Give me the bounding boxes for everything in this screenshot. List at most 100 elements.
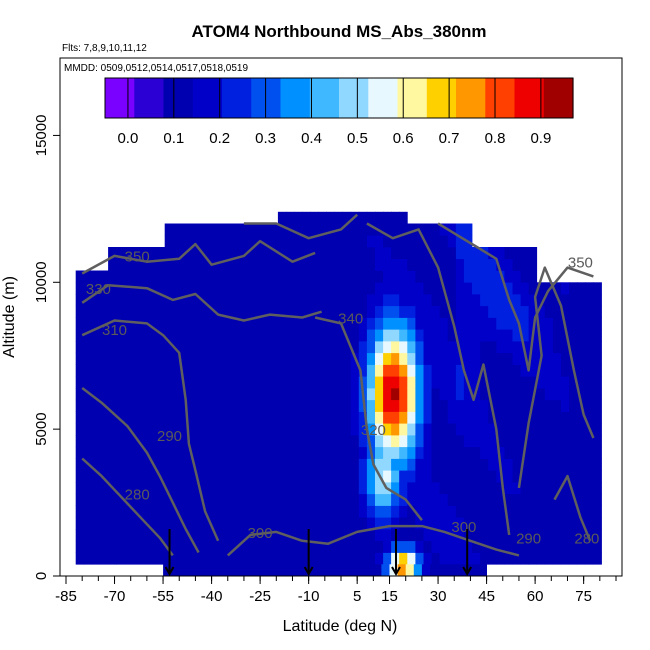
heatmap-cell xyxy=(552,470,562,483)
heatmap-cell xyxy=(326,294,335,307)
heatmap-cell xyxy=(172,376,182,389)
heatmap-cell xyxy=(156,529,166,542)
heatmap-cell xyxy=(221,317,230,330)
heatmap-cell xyxy=(332,564,342,576)
heatmap-cell xyxy=(375,552,384,565)
heatmap-cell xyxy=(286,258,295,271)
heatmap-cell xyxy=(552,364,562,377)
heatmap-cell xyxy=(334,341,343,354)
heatmap-cell xyxy=(439,223,449,236)
heatmap-cell xyxy=(124,446,133,459)
heatmap-cell xyxy=(561,482,570,495)
heatmap-cell xyxy=(294,529,303,542)
heatmap-cell xyxy=(91,341,101,354)
heatmap-cell xyxy=(253,423,263,436)
x-tick-label: 15 xyxy=(381,588,398,605)
heatmap-cell xyxy=(585,552,594,565)
heatmap-cell xyxy=(366,235,376,248)
heatmap-cell xyxy=(294,540,303,553)
heatmap-cell xyxy=(148,446,157,459)
heatmap-cell xyxy=(277,388,287,401)
heatmap-cell xyxy=(488,376,497,389)
heatmap-cell xyxy=(512,388,521,401)
heatmap-cell xyxy=(569,341,578,354)
heatmap-cell xyxy=(366,247,376,260)
heatmap-cell xyxy=(375,446,384,459)
heatmap-cell xyxy=(407,517,416,530)
heatmap-cell xyxy=(472,529,481,542)
heatmap-cell xyxy=(334,329,343,342)
heatmap-cell xyxy=(391,482,400,495)
heatmap-cell xyxy=(342,517,352,530)
heatmap-cell xyxy=(180,305,190,318)
heatmap-cell xyxy=(561,458,570,471)
heatmap-cell xyxy=(391,247,400,260)
heatmap-cell xyxy=(213,458,222,471)
x-axis-label: Latitude (deg N) xyxy=(283,618,398,635)
heatmap-cell xyxy=(358,247,368,260)
heatmap-cell xyxy=(439,470,449,483)
heatmap-cell xyxy=(302,470,311,483)
heatmap-cell xyxy=(569,435,578,448)
heatmap-cell xyxy=(366,258,376,271)
heatmap-cell xyxy=(358,258,368,271)
heatmap-cell xyxy=(229,482,238,495)
heatmap-cell xyxy=(358,294,368,307)
heatmap-cell xyxy=(132,423,141,436)
heatmap-cell xyxy=(407,294,416,307)
heatmap-cell xyxy=(383,446,392,459)
heatmap-cell xyxy=(318,482,327,495)
heatmap-cell xyxy=(221,493,230,506)
heatmap-cell xyxy=(180,529,190,542)
heatmap-cell xyxy=(438,564,447,576)
heatmap-cell xyxy=(366,529,376,542)
heatmap-cell xyxy=(261,529,271,542)
colorbar-swatch xyxy=(105,78,135,118)
heatmap-cell xyxy=(156,294,166,307)
heatmap-cell xyxy=(310,540,319,553)
heatmap-cell xyxy=(383,388,392,401)
heatmap-cell xyxy=(124,482,133,495)
heatmap-cell xyxy=(188,529,198,542)
heatmap-cell xyxy=(253,317,263,330)
heatmap-cell xyxy=(310,411,319,424)
heatmap-cell xyxy=(140,352,149,365)
heatmap-cell xyxy=(577,423,586,436)
heatmap-cell xyxy=(423,352,432,365)
heatmap-cell xyxy=(116,482,125,495)
heatmap-cell xyxy=(407,411,416,424)
heatmap-cell xyxy=(536,493,546,506)
heatmap-cell xyxy=(75,505,85,518)
heatmap-cell xyxy=(294,493,303,506)
heatmap-cell xyxy=(334,211,343,224)
heatmap-cell xyxy=(326,482,335,495)
heatmap-cell xyxy=(75,517,85,530)
heatmap-cell xyxy=(237,505,246,518)
heatmap-cell xyxy=(447,364,457,377)
y-tick-label: 15000 xyxy=(33,115,50,157)
heatmap-cell xyxy=(300,564,310,576)
heatmap-cell xyxy=(180,423,190,436)
colorbar-swatch xyxy=(397,78,428,118)
heatmap-cell xyxy=(83,552,93,565)
heatmap-cell xyxy=(213,388,222,401)
heatmap-cell xyxy=(536,411,546,424)
heatmap-cell xyxy=(269,329,279,342)
heatmap-cell xyxy=(488,470,497,483)
heatmap-cell xyxy=(552,352,562,365)
heatmap-cell xyxy=(229,258,238,271)
heatmap-cell xyxy=(197,388,206,401)
heatmap-cell xyxy=(342,482,352,495)
heatmap-cell xyxy=(302,317,311,330)
heatmap-cell xyxy=(391,341,400,354)
heatmap-cell xyxy=(488,458,497,471)
heatmap-cell xyxy=(140,258,149,271)
heatmap-cell xyxy=(310,341,319,354)
heatmap-cell xyxy=(318,446,327,459)
heatmap-cell xyxy=(358,282,368,295)
heatmap-cell xyxy=(148,294,157,307)
heatmap-cell xyxy=(399,305,408,318)
heatmap-cell xyxy=(229,517,238,530)
heatmap-cell xyxy=(536,364,546,377)
heatmap-cell xyxy=(156,482,166,495)
